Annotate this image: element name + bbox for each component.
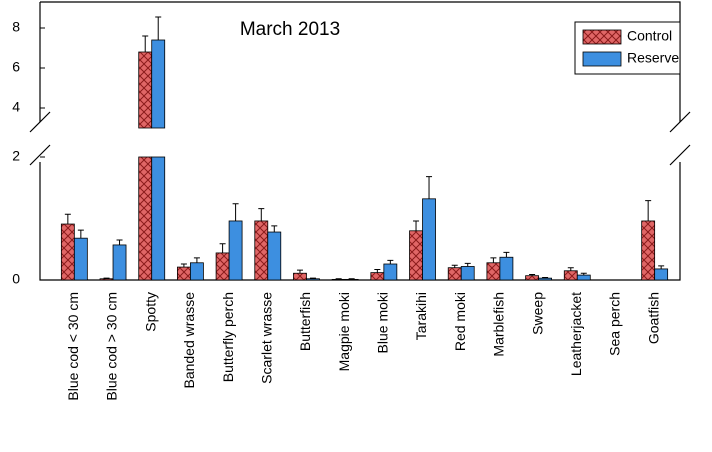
bar xyxy=(331,278,346,281)
x-tick-label: Banded wrasse xyxy=(181,292,197,389)
error-bar xyxy=(193,257,200,263)
bar xyxy=(151,156,166,281)
error-bar xyxy=(309,277,316,279)
bar xyxy=(306,278,320,281)
error-bar xyxy=(271,225,278,233)
error-bar xyxy=(335,278,342,280)
bar xyxy=(190,262,204,281)
error-bar xyxy=(413,220,420,231)
bar xyxy=(499,256,514,281)
bar xyxy=(654,268,669,281)
x-tick-label: Butterfish xyxy=(297,292,313,351)
bar xyxy=(486,262,501,281)
error-bar xyxy=(542,277,549,279)
bar xyxy=(447,267,462,281)
bar xyxy=(73,237,88,281)
legend-swatch xyxy=(582,51,622,67)
bar xyxy=(99,278,114,281)
x-tick-label: Magpie moki xyxy=(336,292,352,371)
bar xyxy=(370,272,385,281)
y-tick-label: 0 xyxy=(12,271,20,287)
x-tick-label: Goatfish xyxy=(645,292,661,344)
x-tick-label: Tarakihi xyxy=(413,292,429,340)
error-bar xyxy=(116,239,123,245)
bar xyxy=(563,270,578,281)
error-bar xyxy=(567,267,574,271)
error-bar xyxy=(464,262,471,267)
bar xyxy=(344,278,359,281)
error-bar xyxy=(580,272,587,276)
error-bar xyxy=(426,176,433,199)
bar xyxy=(254,220,269,281)
error-bar xyxy=(64,213,71,225)
error-bar xyxy=(503,251,510,258)
bar xyxy=(383,263,398,281)
error-bar xyxy=(387,259,394,265)
bar xyxy=(460,266,475,281)
x-tick-label: Spotty xyxy=(142,292,158,332)
y-tick-label: 8 xyxy=(12,19,20,35)
x-tick-label: Butterfly perch xyxy=(220,292,236,382)
error-bar xyxy=(142,35,149,52)
error-bar xyxy=(658,265,665,269)
bar xyxy=(60,223,75,281)
error-bar xyxy=(348,278,355,280)
x-tick-label: Sweep xyxy=(529,292,545,335)
y-tick-label: 4 xyxy=(12,99,20,115)
x-tick-label: Blue cod < 30 cm xyxy=(65,292,81,401)
legend-label: Control xyxy=(627,28,672,44)
x-tick-label: Leatherjacket xyxy=(568,292,584,376)
bar xyxy=(228,220,243,281)
bar xyxy=(525,275,539,281)
error-bar xyxy=(490,257,497,263)
axes-frame xyxy=(29,1,691,281)
x-tick-label: Blue moki xyxy=(375,292,391,353)
error-bar xyxy=(451,264,458,268)
bar xyxy=(422,198,436,281)
bar xyxy=(112,244,127,281)
error-bar xyxy=(374,269,381,273)
error-bar xyxy=(529,273,536,276)
x-tick-label: Scarlet wrasse xyxy=(258,292,274,384)
bar xyxy=(538,277,552,281)
bar xyxy=(177,266,191,281)
axis-break xyxy=(29,111,51,166)
axis-break xyxy=(669,111,691,166)
error-bar xyxy=(155,16,162,40)
bar xyxy=(138,156,153,281)
bar xyxy=(576,274,591,281)
bar xyxy=(409,230,423,281)
chart-title: March 2013 xyxy=(240,19,340,40)
legend-swatch xyxy=(582,29,622,45)
y-tick-label: 2 xyxy=(12,148,20,164)
x-tick-label: Sea perch xyxy=(607,292,623,356)
error-bar xyxy=(645,200,652,221)
x-tick-label: Red moki xyxy=(452,292,468,351)
error-bar xyxy=(232,203,239,221)
bar xyxy=(293,272,307,281)
bar xyxy=(138,51,153,129)
error-bar xyxy=(296,269,303,274)
x-tick-label: Marblefish xyxy=(491,292,507,357)
error-bar xyxy=(219,243,226,253)
error-bar xyxy=(103,277,110,279)
error-bar xyxy=(180,263,187,268)
error-bar xyxy=(258,208,265,221)
legend-label: Reserve xyxy=(627,50,679,66)
y-tick-label: 6 xyxy=(12,59,20,75)
bar xyxy=(641,220,656,281)
bar xyxy=(267,231,282,281)
x-tick-label: Blue cod > 30 cm xyxy=(104,292,120,401)
bar xyxy=(151,39,166,129)
bar xyxy=(215,252,230,281)
error-bar xyxy=(77,229,84,239)
